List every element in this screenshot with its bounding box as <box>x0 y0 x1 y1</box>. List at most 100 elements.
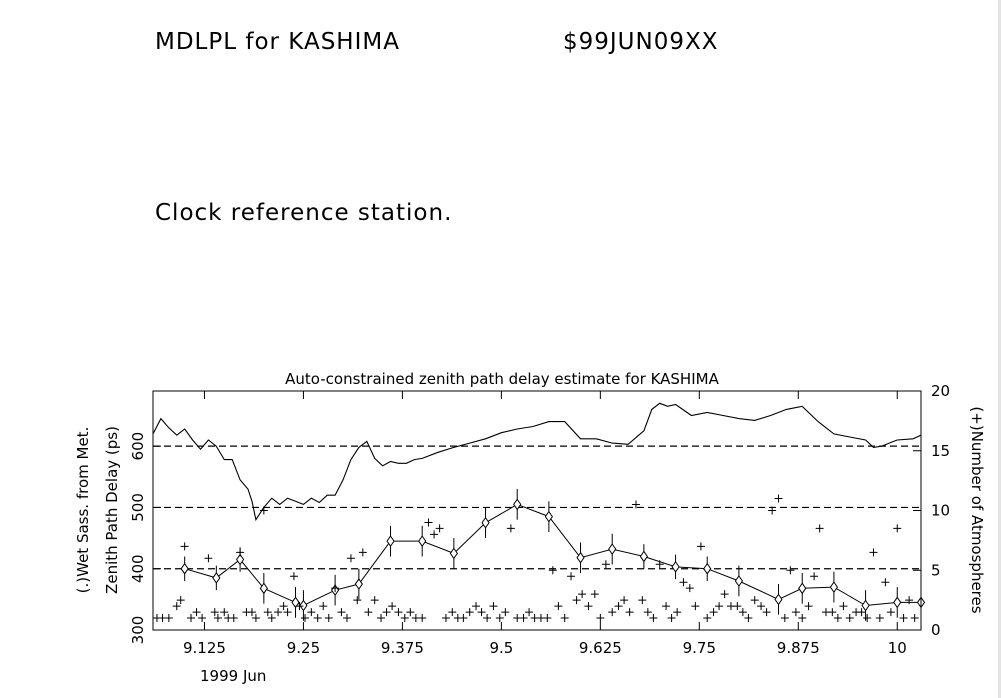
atmosphere-marker <box>274 608 283 617</box>
atmosphere-marker <box>768 506 777 515</box>
x-tick-label: 9.625 <box>579 639 622 657</box>
atmosphere-marker <box>506 524 515 533</box>
atmosphere-marker <box>715 602 724 611</box>
atmosphere-marker <box>180 542 189 551</box>
atmosphere-marker <box>477 608 486 617</box>
atmosphere-marker <box>810 572 819 581</box>
atmosphere-marker <box>295 602 304 611</box>
atmosphere-marker <box>448 608 457 617</box>
atmosphere-marker <box>798 614 807 623</box>
atmosphere-marker <box>738 608 747 617</box>
atmosphere-marker <box>430 530 439 539</box>
atmosphere-marker <box>364 608 373 617</box>
atmosphere-marker <box>267 614 276 623</box>
y-tick-label-left: 600 <box>129 432 147 461</box>
y-tick-label-right: 15 <box>931 442 950 460</box>
atmosphere-marker <box>638 596 647 605</box>
x-tick-label: 10 <box>888 639 907 657</box>
y-axis-label-left-1: (.)Wet Sass. from Met. <box>74 427 92 594</box>
atmosphere-marker <box>220 608 229 617</box>
plot-frame <box>152 390 922 631</box>
atmosphere-marker <box>733 602 742 611</box>
estimate-point <box>235 553 245 566</box>
estimate-series <box>180 489 926 621</box>
y-tick-label-right: 10 <box>931 502 950 520</box>
y-tick-label-left: 400 <box>129 554 147 583</box>
atmosphere-marker <box>828 608 837 617</box>
atmosphere-marker <box>863 614 872 623</box>
atmosphere-marker <box>679 578 688 587</box>
atmosphere-marker <box>331 584 340 593</box>
estimate-point <box>449 547 458 560</box>
atmosphere-marker <box>501 608 510 617</box>
estimate-point <box>893 596 902 609</box>
atmosphere-marker <box>259 506 268 515</box>
atmosphere-marker <box>324 614 333 623</box>
atmosphere-marker <box>667 614 676 623</box>
estimate-point <box>386 535 395 548</box>
atmosphere-marker <box>655 560 664 569</box>
atmosphere-marker <box>251 614 260 623</box>
atmosphere-marker <box>337 608 346 617</box>
atmosphere-marker <box>869 548 878 557</box>
atmosphere-marker <box>495 614 504 623</box>
atmosphere-marker <box>910 614 919 623</box>
atmosphere-marker <box>483 614 492 623</box>
atmosphere-marker <box>342 614 351 623</box>
x-tick-label: 9.5 <box>489 639 513 657</box>
atmosphere-marker <box>172 602 181 611</box>
atmosphere-marker <box>382 608 391 617</box>
atmosphere-marker <box>596 614 605 623</box>
estimate-point <box>513 498 522 511</box>
atmosphere-marker <box>301 614 310 623</box>
atmosphere-marker <box>560 614 569 623</box>
x-tick-label: 9.875 <box>777 639 820 657</box>
atmosphere-marker <box>489 602 498 611</box>
atmosphere-marker <box>543 614 552 623</box>
atmosphere-marker <box>780 614 789 623</box>
atmosphere-marker <box>750 596 759 605</box>
atmosphere-marker <box>370 596 379 605</box>
atmosphere-marker <box>406 608 415 617</box>
atmosphere-marker <box>313 614 322 623</box>
atmosphere-marker <box>815 524 824 533</box>
estimate-point <box>774 593 783 606</box>
x-tick-label: 9.25 <box>287 639 320 657</box>
y-tick-label-left: 300 <box>129 616 147 645</box>
atmosphere-marker <box>757 602 766 611</box>
atmosphere-marker <box>358 548 367 557</box>
y-tick-label-right: 0 <box>931 621 941 639</box>
atmosphere-marker <box>673 608 682 617</box>
atmospheres-series <box>152 494 919 623</box>
atmosphere-marker <box>346 554 355 563</box>
atmosphere-marker <box>525 608 534 617</box>
atmosphere-marker <box>192 608 201 617</box>
atmosphere-marker <box>590 590 599 599</box>
atmosphere-marker <box>394 608 403 617</box>
atmosphere-marker <box>833 614 842 623</box>
atmosphere-marker <box>187 614 196 623</box>
atmosphere-marker <box>649 614 658 623</box>
estimate-point <box>734 575 744 587</box>
atmosphere-marker <box>198 614 207 623</box>
atmosphere-marker <box>845 614 854 623</box>
atmosphere-marker <box>857 608 866 617</box>
atmosphere-marker <box>608 608 617 617</box>
atmosphere-marker <box>176 596 185 605</box>
atmosphere-marker <box>696 542 705 551</box>
atmosphere-marker <box>210 608 219 617</box>
atmosphere-marker <box>899 614 908 623</box>
estimate-point <box>418 535 427 548</box>
atmosphere-marker <box>204 554 213 563</box>
atmosphere-marker <box>620 596 629 605</box>
atmosphere-marker <box>263 608 272 617</box>
atmosphere-marker <box>625 608 634 617</box>
atmosphere-marker <box>614 602 623 611</box>
atmosphere-marker <box>567 572 576 581</box>
atmosphere-marker <box>236 548 245 557</box>
estimate-point <box>180 562 189 575</box>
atmosphere-marker <box>804 602 813 611</box>
estimate-point <box>291 596 300 609</box>
atmosphere-marker <box>229 614 238 623</box>
